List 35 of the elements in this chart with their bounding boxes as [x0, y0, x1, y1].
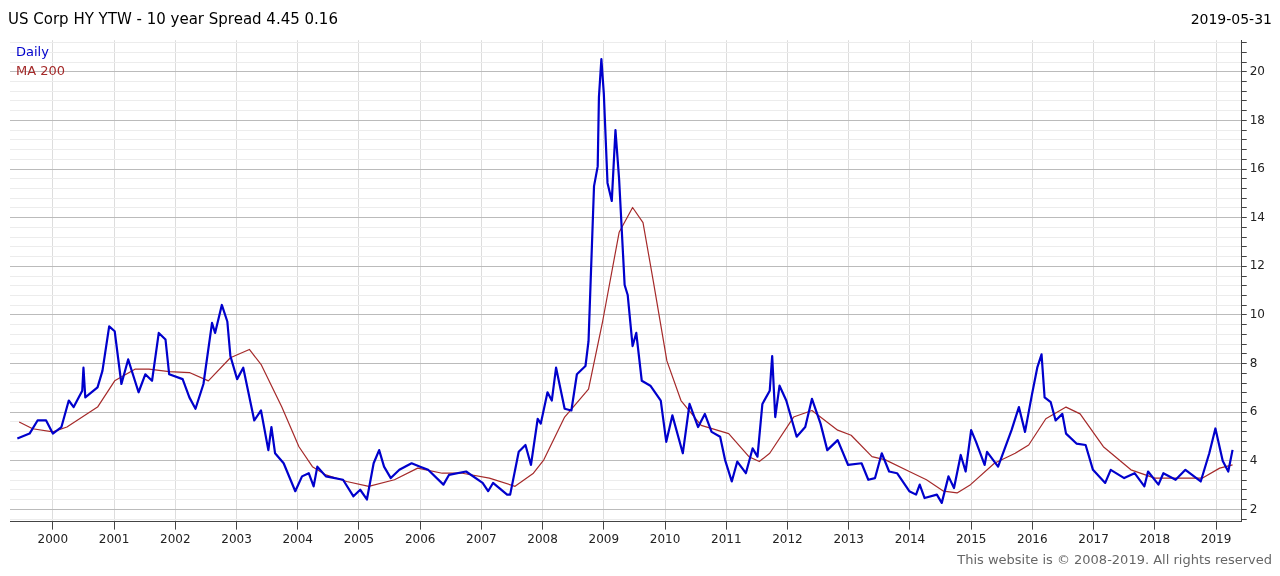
x-tick-label: 2014	[894, 531, 926, 546]
y-tick-label: 4	[1249, 452, 1258, 467]
x-tick-label: 2008	[527, 531, 558, 546]
y-tick-label: 6	[1249, 404, 1258, 419]
y-tick-label: 14	[1249, 209, 1266, 224]
x-tick-label: 2010	[649, 531, 681, 546]
y-tick-label: 2	[1249, 501, 1258, 516]
x-tick-label: 2011	[710, 531, 742, 546]
x-tick-label: 2006	[404, 531, 436, 546]
x-tick-label: 2004	[282, 531, 313, 546]
x-tick-label: 2017	[1078, 531, 1109, 546]
x-tick-label: 2012	[772, 531, 803, 546]
x-tick-label: 2009	[588, 531, 620, 546]
x-tick-label: 2002	[160, 531, 191, 546]
x-tick-label: 2000	[37, 531, 69, 546]
x-tick-label: 2016	[1017, 531, 1048, 546]
x-tick-label: 2007	[466, 531, 497, 546]
chart-title: US Corp HY YTW - 10 year Spread 4.45 0.16	[8, 10, 338, 28]
x-tick-label: 2015	[955, 531, 987, 546]
y-tick-label: 18	[1249, 112, 1266, 127]
text: This website is © 2008-2019. All rights reserved	[957, 552, 1272, 567]
x-tick-label: 2018	[1139, 531, 1171, 546]
x-tick-label: 2013	[833, 531, 864, 546]
x-tick-label: 2001	[98, 531, 130, 546]
x-tick-label: 2019	[1200, 531, 1232, 546]
y-tick-label: 12	[1249, 258, 1266, 273]
y-tick-label: 16	[1249, 161, 1266, 176]
text: MA 200	[16, 62, 66, 81]
y-tick-label: 8	[1249, 355, 1258, 370]
chart-subtitle: 2019-05-31	[1190, 11, 1272, 27]
x-tick-label: 2003	[221, 531, 252, 546]
y-tick-label: 10	[1249, 307, 1266, 322]
x-tick-label: 2005	[343, 531, 375, 546]
text: Daily	[16, 43, 50, 62]
y-tick-label: 20	[1249, 63, 1266, 78]
